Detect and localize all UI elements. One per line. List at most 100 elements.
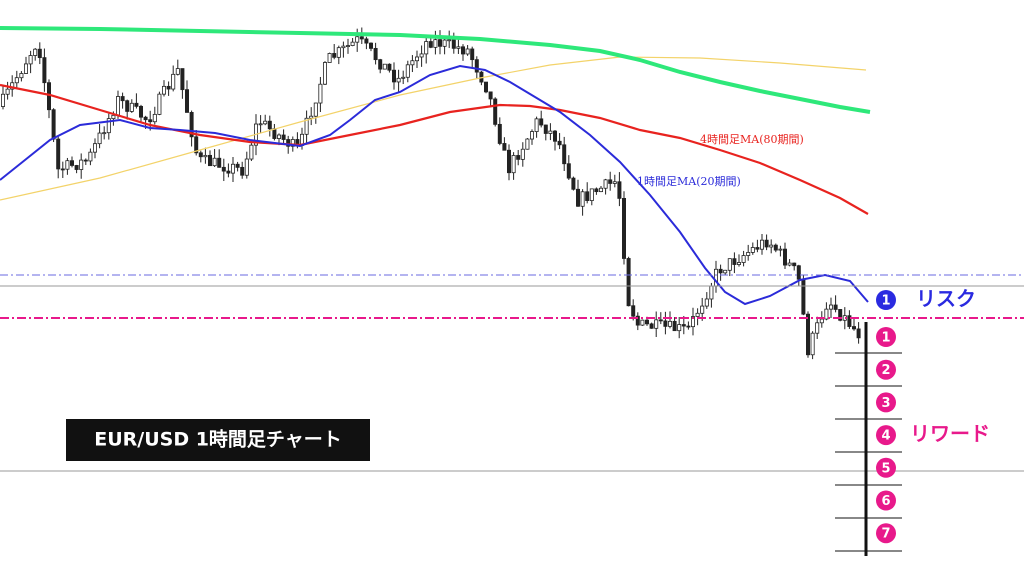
candle-body bbox=[373, 47, 378, 61]
candle-body bbox=[801, 278, 806, 315]
candle-body bbox=[603, 179, 608, 189]
reward-number: 6 bbox=[881, 494, 890, 509]
candle-body bbox=[23, 63, 28, 74]
candle-body bbox=[134, 102, 139, 107]
candle-body bbox=[612, 181, 617, 184]
reward-ticks bbox=[835, 352, 902, 552]
candle-body bbox=[654, 319, 659, 329]
candle-body bbox=[5, 88, 10, 95]
candle-body bbox=[658, 319, 663, 322]
candle-body bbox=[42, 57, 47, 84]
candle-body bbox=[33, 48, 38, 56]
candle-body bbox=[460, 46, 465, 55]
candle-body bbox=[428, 41, 433, 48]
candle-body bbox=[267, 120, 272, 130]
candle-body bbox=[217, 157, 222, 168]
candle-body bbox=[125, 100, 130, 112]
candle-body bbox=[506, 149, 511, 174]
risk-number: 1 bbox=[881, 294, 890, 309]
candle-body bbox=[102, 132, 107, 135]
candle-body bbox=[157, 93, 162, 115]
candle-body bbox=[668, 320, 673, 327]
candle-body bbox=[580, 191, 585, 207]
candle-body bbox=[382, 63, 387, 70]
candle-body bbox=[47, 82, 52, 111]
risk-label: リスク bbox=[916, 287, 976, 311]
candle-body bbox=[594, 188, 599, 193]
candle-body bbox=[631, 305, 636, 317]
reward-badge bbox=[876, 392, 896, 413]
candle-body bbox=[589, 188, 594, 201]
candle-body bbox=[290, 139, 295, 147]
candle-body bbox=[79, 159, 84, 170]
candle-body bbox=[741, 255, 746, 263]
candle-body bbox=[553, 130, 558, 142]
candle-body bbox=[410, 60, 415, 66]
candle-body bbox=[138, 105, 143, 118]
candle-body bbox=[470, 48, 475, 61]
reward-badge bbox=[876, 359, 896, 380]
candle-body bbox=[19, 73, 24, 79]
candle-body bbox=[14, 77, 19, 84]
candle-body bbox=[281, 134, 286, 140]
reward-number: 1 bbox=[881, 331, 890, 346]
candle-body bbox=[806, 313, 811, 356]
candle-body bbox=[539, 118, 544, 126]
candle-body bbox=[686, 325, 691, 328]
candle-body bbox=[833, 304, 838, 310]
candle-body bbox=[226, 170, 231, 174]
candle-body bbox=[622, 197, 627, 259]
candle-body bbox=[437, 39, 442, 47]
candle-body bbox=[345, 45, 350, 47]
candle-body bbox=[70, 160, 75, 166]
candle-body bbox=[677, 324, 682, 332]
candle-body bbox=[465, 48, 470, 55]
candle-body bbox=[824, 308, 829, 320]
candle-body bbox=[88, 151, 93, 162]
candle-body bbox=[116, 96, 121, 116]
candle-body bbox=[852, 326, 857, 330]
candle-body bbox=[148, 119, 153, 123]
candle-body bbox=[502, 143, 507, 151]
candle-body bbox=[152, 113, 157, 123]
candle-body bbox=[111, 114, 116, 120]
candle-body bbox=[322, 62, 327, 85]
candle-body bbox=[143, 116, 148, 121]
candle-body bbox=[750, 247, 755, 253]
candle-body bbox=[286, 139, 291, 147]
candle-body bbox=[792, 262, 797, 267]
candle-body bbox=[51, 109, 56, 140]
candle-body bbox=[727, 258, 732, 271]
candle-body bbox=[787, 262, 792, 266]
candle-body bbox=[175, 68, 180, 75]
reward-number: 2 bbox=[881, 363, 890, 378]
candle-body bbox=[493, 98, 498, 125]
candle-body bbox=[617, 181, 622, 199]
candle-body bbox=[378, 59, 383, 70]
candle-body bbox=[645, 319, 650, 325]
candle-body bbox=[10, 82, 15, 90]
candle-body bbox=[456, 46, 461, 49]
ma-1h-blue bbox=[0, 64, 869, 306]
candle-body bbox=[368, 42, 373, 49]
candle-body bbox=[838, 309, 843, 321]
candle-body bbox=[649, 323, 654, 329]
candle-body bbox=[474, 59, 479, 73]
reward-badge bbox=[876, 523, 896, 544]
candle-body bbox=[166, 85, 171, 90]
candle-body bbox=[120, 96, 125, 102]
label-box bbox=[66, 419, 370, 461]
candle-body bbox=[391, 69, 396, 83]
candle-body bbox=[566, 163, 571, 179]
candle-body bbox=[318, 83, 323, 104]
candle-body bbox=[447, 39, 452, 42]
candle-body bbox=[184, 89, 189, 113]
candle-body bbox=[327, 53, 332, 63]
candle-body bbox=[511, 155, 516, 174]
candle-body bbox=[520, 148, 525, 160]
candle-body bbox=[626, 258, 631, 307]
candle-body bbox=[401, 76, 406, 79]
candle-body bbox=[272, 128, 277, 139]
candle-body bbox=[336, 47, 341, 58]
